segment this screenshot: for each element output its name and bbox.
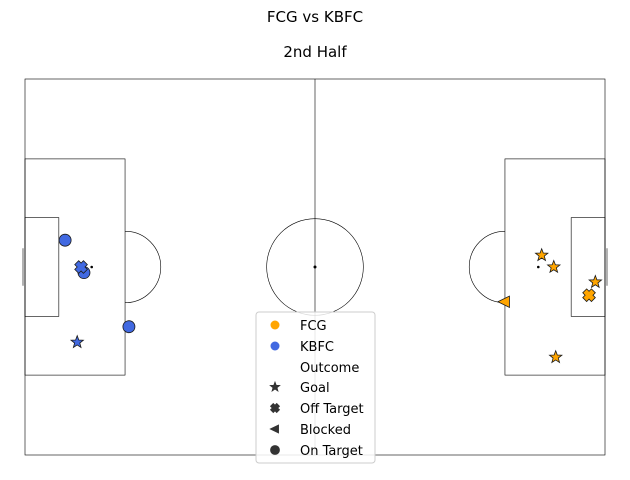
left-penalty-arc: [125, 230, 161, 304]
shot-fcg-goal-10: [548, 349, 563, 364]
left-six-yard-box: [24, 217, 60, 317]
legend: FCG KBFC Outcome Goal Off Target Blocked…: [255, 311, 376, 464]
centre-spot: [313, 265, 317, 269]
legend-marker-goal: [269, 380, 281, 392]
shot-fcg-goal-5: [534, 247, 549, 262]
legend-marker-fcg: [270, 320, 280, 330]
right-penalty-arc: [469, 230, 505, 304]
legend-shape-on-target: [270, 445, 280, 455]
legend-marker-blocked: [269, 424, 279, 434]
right-six-yard-box: [570, 217, 606, 317]
shot-kbfc-goal-4: [69, 334, 85, 349]
legend-label-goal: Goal: [300, 381, 330, 396]
shot-fcg-goal-6: [546, 259, 562, 274]
legend-shape-goal: [269, 380, 281, 392]
shot-kbfc-on-target-3: [122, 320, 136, 334]
legend-label-off-target: Off Target: [300, 402, 364, 417]
legend-shape-off-target: [269, 402, 281, 414]
legend-marker-on-target: [270, 445, 280, 455]
legend-label-kbfc: KBFC: [300, 340, 334, 355]
shot-markers: [58, 233, 603, 364]
legend-outcome-header: Outcome: [300, 361, 359, 376]
legend-marker-kbfc: [270, 341, 280, 351]
left-penalty-spot: [90, 265, 93, 269]
legend-frame: [255, 311, 376, 464]
shot-kbfc-off-target-2: [74, 260, 88, 274]
legend-label-fcg: FCG: [300, 319, 327, 334]
shot-fcg-off-target-8: [582, 288, 596, 303]
chart-subtitle: 2nd Half: [283, 43, 347, 61]
legend-marker-off-target: [269, 402, 281, 414]
shot-kbfc-on-target-0: [58, 233, 72, 247]
legend-label-on-target: On Target: [300, 444, 363, 459]
chart-title: FCG vs KBFC: [267, 8, 363, 26]
legend-shape-blocked: [269, 424, 279, 434]
shot-fcg-blocked-9: [496, 295, 510, 309]
legend-label-blocked: Blocked: [300, 423, 351, 438]
right-penalty-spot: [537, 265, 540, 269]
shot-fcg-goal-7: [588, 274, 603, 289]
